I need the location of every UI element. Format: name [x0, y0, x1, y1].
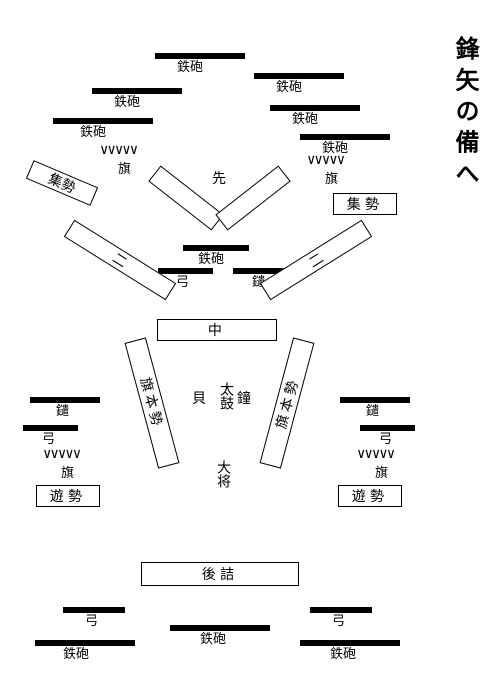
- label-kai: 貝: [192, 388, 206, 408]
- zigzag-z_top_L: ∨∨∨∨∨: [100, 142, 137, 158]
- box-yusei_L: 遊勢: [36, 485, 100, 507]
- box-label-yusei_L: 遊勢: [50, 486, 86, 506]
- box-saizei_R: 集勢: [333, 193, 397, 215]
- box-label-yusei_R: 遊勢: [352, 486, 388, 506]
- zigzag-z_mid_R: ∨∨∨∨∨: [357, 446, 394, 462]
- zigzag-z_mid_L: ∨∨∨∨∨: [43, 446, 80, 462]
- label-kane: 鐘: [237, 388, 251, 408]
- box-label-saizei_R: 集勢: [347, 194, 383, 214]
- flag-label-z_top_L: 旗: [118, 158, 131, 177]
- label-sen: 先: [212, 168, 226, 188]
- rot-box-label-hata_R: 旗本勢: [271, 375, 304, 431]
- unit-label-L_yumi: 弓: [42, 428, 55, 447]
- rot-box-ni_L: 二: [64, 220, 176, 301]
- box-yusei_R: 遊勢: [338, 485, 402, 507]
- unit-label-B_tep_R: 鉄砲: [330, 643, 356, 662]
- unit-label-mid_center: 鉄砲: [198, 248, 224, 267]
- unit-label-top_right: 鉄砲: [276, 76, 302, 95]
- unit-label-B_yumi_L: 弓: [85, 610, 98, 629]
- unit-label-R_yari: 鑓: [366, 400, 379, 419]
- rot-box-hata_L: 旗本勢: [125, 337, 180, 468]
- rot-box-label-saizei_L: 集勢: [45, 168, 79, 197]
- flag-label-z_mid_L: 旗: [61, 462, 74, 481]
- unit-label-row3_right: 鉄砲: [292, 108, 318, 127]
- unit-label-mid_left: 弓: [176, 271, 189, 290]
- unit-label-top_center: 鉄砲: [177, 56, 203, 75]
- rot-box-hata_R: 旗本勢: [260, 337, 315, 468]
- box-naka: 中: [157, 319, 277, 341]
- unit-label-R_yumi: 弓: [379, 428, 392, 447]
- unit-label-L_yari: 鑓: [56, 400, 69, 419]
- unit-label-B_yumi_R: 弓: [332, 610, 345, 629]
- rot-box-saizei_L: 集勢: [26, 160, 98, 206]
- rot-box-label-ni_R: 二: [305, 248, 327, 272]
- unit-label-row3_left: 鉄砲: [80, 121, 106, 140]
- unit-label-row2_left: 鉄砲: [114, 91, 140, 110]
- rot-box-ni_R: 二: [260, 220, 372, 301]
- label-taisho: 大将: [212, 460, 232, 488]
- zigzag-z_top_R: ∨∨∨∨∨: [307, 152, 344, 168]
- unit-label-B_tep_C: 鉄砲: [200, 628, 226, 647]
- rot-box-sen_R: [215, 165, 290, 230]
- box-label-ushiro: 後詰: [202, 564, 238, 584]
- box-label-naka: 中: [208, 320, 226, 340]
- rot-box-label-hata_L: 旗本勢: [136, 375, 169, 431]
- diagram-title: 鋒矢の備へ: [447, 36, 482, 192]
- unit-label-B_tep_L: 鉄砲: [63, 643, 89, 662]
- flag-label-z_top_R: 旗: [325, 168, 338, 187]
- flag-label-z_mid_R: 旗: [375, 462, 388, 481]
- label-taiko: 太鼓: [215, 382, 235, 410]
- rot-box-label-ni_L: 二: [109, 248, 131, 272]
- box-ushiro: 後詰: [141, 562, 299, 586]
